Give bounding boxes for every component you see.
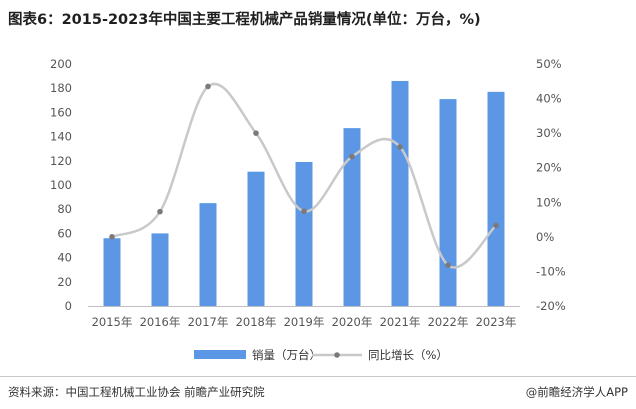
x-tick-label: 2017年 xyxy=(188,315,229,329)
growth-point-1 xyxy=(157,208,163,215)
right-tick-label: -20% xyxy=(536,299,566,313)
x-tick-label: 2021年 xyxy=(380,315,421,329)
right-tick-label: -10% xyxy=(536,264,566,278)
bar-2 xyxy=(199,203,217,306)
growth-point-2 xyxy=(205,83,211,90)
left-tick-label: 0 xyxy=(65,299,72,313)
left-tick-label: 60 xyxy=(57,226,72,240)
source-note: 资料来源：中国工程机械工业协会 前瞻产业研究院 xyxy=(8,385,265,399)
right-tick-label: 40% xyxy=(536,92,562,106)
footer-divider xyxy=(0,376,636,377)
x-tick-label: 2015年 xyxy=(92,315,133,329)
bar-7 xyxy=(439,99,457,306)
bar-0 xyxy=(103,238,121,306)
growth-point-8 xyxy=(493,222,499,229)
x-tick-label: 2020年 xyxy=(332,315,373,329)
right-tick-label: 10% xyxy=(536,195,562,209)
x-tick-label: 2018年 xyxy=(236,315,277,329)
left-tick-label: 200 xyxy=(50,57,72,71)
left-tick-label: 160 xyxy=(50,105,72,119)
right-tick-label: 50% xyxy=(536,57,562,71)
growth-point-3 xyxy=(253,130,259,136)
growth-point-0 xyxy=(109,234,115,240)
legend-bar-label: 销量（万台） xyxy=(252,348,321,362)
right-tick-label: 0% xyxy=(536,230,554,244)
bar-3 xyxy=(247,171,265,306)
growth-point-6 xyxy=(397,144,403,150)
legend-bar-swatch xyxy=(194,350,246,359)
bar-6 xyxy=(391,80,409,306)
legend-line-label: 同比增长（%） xyxy=(368,348,448,362)
x-tick-label: 2016年 xyxy=(140,315,181,329)
bar-5 xyxy=(343,128,361,306)
x-axis: 2015年 2016年 2017年 2018年 2019年 2020年 2021年 2022年… xyxy=(92,315,517,329)
chart-title: 图表6：2015-2023年中国主要工程机械产品销量情况(单位：万台，%) xyxy=(8,12,481,28)
line-layer xyxy=(109,82,499,269)
right-axis: -20% -10% 0% 10% 20% 30% 40% 50% xyxy=(536,57,566,313)
bar-1 xyxy=(151,233,169,306)
left-tick-label: 20 xyxy=(57,275,72,289)
growth-point-7 xyxy=(445,262,451,269)
legend: 销量（万台） 同比增长（%） xyxy=(194,348,448,362)
bars-layer xyxy=(103,80,505,306)
x-tick-label: 2023年 xyxy=(476,315,517,329)
x-tick-label: 2022年 xyxy=(428,315,469,329)
left-tick-label: 100 xyxy=(50,178,72,192)
x-tick-label: 2019年 xyxy=(284,315,325,329)
right-tick-label: 30% xyxy=(536,126,562,140)
left-tick-label: 80 xyxy=(57,202,72,216)
brand-credit: @前瞻经济学人APP xyxy=(525,385,628,399)
bar-8 xyxy=(487,91,505,306)
right-tick-label: 20% xyxy=(536,161,562,175)
legend-line-marker xyxy=(334,352,340,358)
growth-point-5 xyxy=(349,153,355,160)
left-tick-label: 120 xyxy=(50,154,72,168)
left-axis: 0 20 40 60 80 100 120 140 160 180 200 xyxy=(50,57,72,313)
growth-point-4 xyxy=(301,208,307,215)
left-tick-label: 40 xyxy=(57,251,72,265)
left-tick-label: 140 xyxy=(50,130,72,144)
bar-4 xyxy=(295,162,313,306)
left-tick-label: 180 xyxy=(50,81,72,95)
